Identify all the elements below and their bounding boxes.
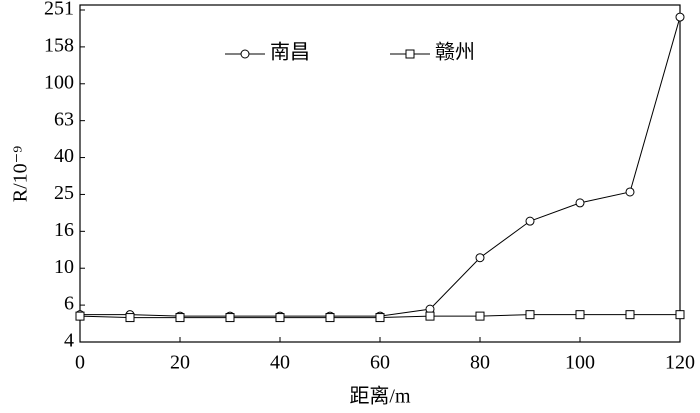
point	[575, 310, 585, 320]
y-tick-label: 16	[54, 219, 74, 241]
point	[175, 313, 185, 323]
point	[625, 187, 635, 197]
point	[275, 313, 285, 323]
legend-marker	[405, 49, 415, 59]
point	[675, 12, 685, 22]
point	[575, 198, 585, 208]
x-tick-label: 0	[75, 352, 85, 374]
y-tick-label: 25	[54, 182, 74, 204]
point	[525, 310, 535, 320]
point	[75, 311, 85, 321]
point	[475, 253, 485, 263]
point	[675, 310, 685, 320]
series-line	[80, 16, 681, 317]
x-tick-label: 120	[665, 352, 695, 374]
point	[625, 310, 635, 320]
point	[125, 313, 135, 323]
x-tick-label: 80	[470, 352, 490, 374]
y-axis-label: R/10⁻⁹	[10, 146, 32, 202]
point	[225, 313, 235, 323]
y-tick-label: 158	[44, 34, 74, 56]
x-axis-label: 距离/m	[349, 385, 411, 408]
point	[325, 313, 335, 323]
legend-marker	[240, 49, 250, 59]
x-tick-label: 100	[565, 352, 595, 374]
legend-label: 南昌	[270, 41, 310, 64]
y-tick-label: 4	[64, 330, 74, 352]
point	[425, 311, 435, 321]
x-tick-label: 40	[270, 352, 290, 374]
x-tick-label: 60	[370, 352, 390, 374]
point	[525, 216, 535, 226]
y-tick-label: 40	[54, 145, 74, 167]
y-tick-label: 6	[64, 293, 74, 315]
y-tick-label: 63	[54, 108, 74, 130]
y-tick-label: 10	[54, 256, 74, 278]
plot-frame	[79, 4, 681, 343]
x-tick-label: 20	[170, 352, 190, 374]
y-tick-label: 251	[44, 0, 74, 20]
legend-label: 赣州	[435, 41, 475, 64]
y-tick-label: 100	[44, 71, 74, 93]
point	[475, 311, 485, 321]
point	[375, 313, 385, 323]
